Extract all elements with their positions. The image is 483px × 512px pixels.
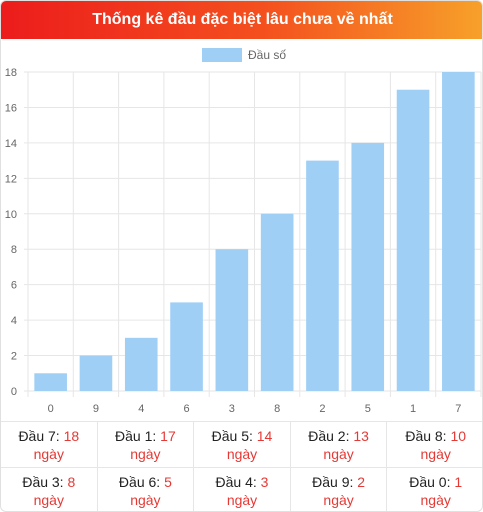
y-tick-label: 18	[5, 67, 17, 79]
x-tick-label: 2	[319, 403, 325, 415]
y-tick-label: 4	[11, 315, 17, 327]
stat-label: Đầu 5:	[211, 427, 253, 444]
stat-label: Đầu 3:	[22, 473, 64, 490]
x-tick-label: 8	[274, 403, 280, 415]
stat-unit: ngày	[130, 491, 161, 508]
legend-label: Đầu số	[248, 48, 286, 62]
stat-count: 14	[256, 427, 273, 444]
stat-count: 10	[450, 427, 467, 444]
y-tick-label: 6	[11, 280, 17, 292]
stat-label: Đầu 9:	[312, 473, 354, 490]
stat-unit: ngày	[130, 445, 161, 462]
stat-label: Đầu 6:	[118, 473, 161, 490]
stats-grid: Đầu 7: 18 ngày Đầu 1: 17 ngày Đầu 5: 14 …	[1, 421, 482, 511]
x-tick-label: 9	[93, 403, 99, 415]
y-tick-label: 0	[11, 386, 17, 398]
chart-header: Thống kê đầu đặc biệt lâu chưa về nhất	[1, 1, 482, 39]
y-tick-label: 14	[5, 138, 17, 150]
stat-label: Đầu 4:	[215, 473, 257, 490]
stat-count: 3	[260, 473, 269, 490]
stat-label: Đầu 0:	[409, 473, 451, 490]
y-tick-label: 10	[5, 209, 17, 221]
y-tick-label: 16	[5, 102, 17, 114]
legend-swatch	[202, 48, 242, 62]
bar	[215, 249, 249, 391]
bar	[170, 302, 203, 391]
stat-unit: ngày	[323, 491, 354, 508]
stat-cell: Đầu 0: 1 ngày	[387, 467, 482, 511]
bar	[306, 160, 339, 391]
stat-cell: Đầu 1: 17 ngày	[97, 421, 195, 467]
bar-chart: 0 2 4 6 8 10 12 14 16 18 0 9 4 6 3 8 2 5 1 7 Đầu số	[5, 48, 482, 415]
bar	[396, 89, 430, 391]
stat-cell: Đầu 8: 10 ngày	[387, 421, 482, 467]
y-tick-label: 2	[11, 351, 17, 363]
stat-label: Đầu 7:	[18, 427, 60, 444]
stat-cell: Đầu 5: 14 ngày	[194, 421, 291, 467]
bar	[79, 355, 113, 391]
y-tick-label: 12	[5, 173, 17, 185]
bar	[442, 72, 475, 391]
bar	[124, 337, 158, 391]
stat-count: 2	[357, 473, 366, 490]
stat-cell: Đầu 3: 8 ngày	[1, 467, 98, 511]
bar	[351, 142, 385, 391]
y-tick-label: 8	[11, 244, 17, 256]
stat-unit: ngày	[33, 445, 64, 462]
stat-unit: ngày	[226, 445, 258, 462]
stat-count: 1	[454, 473, 463, 490]
stat-unit: ngày	[323, 445, 354, 462]
x-tick-label: 3	[229, 403, 235, 415]
x-tick-label: 6	[183, 403, 189, 415]
stat-count: 18	[63, 427, 80, 444]
stat-label: Đầu 1:	[115, 427, 157, 444]
stat-cell: Đầu 2: 13 ngày	[290, 421, 388, 467]
x-tick-label: 5	[365, 403, 371, 415]
x-tick-label: 4	[138, 403, 144, 415]
bar	[260, 213, 294, 391]
stat-count: 5	[164, 473, 172, 490]
stat-label: Đầu 8:	[405, 427, 447, 444]
stat-unit: ngày	[420, 445, 451, 462]
stat-cell: Đầu 6: 5 ngày	[97, 467, 195, 511]
stat-cell: Đầu 9: 2 ngày	[290, 467, 388, 511]
bar	[34, 373, 67, 391]
x-tick-label: 0	[48, 403, 54, 415]
stat-count: 17	[160, 427, 176, 444]
stat-cell: Đầu 4: 3 ngày	[194, 467, 291, 511]
stat-count: 8	[67, 473, 76, 490]
stat-cell: Đầu 7: 18 ngày	[1, 421, 98, 467]
stat-unit: ngày	[420, 491, 451, 508]
page-title: Thống kê đầu đặc biệt lâu chưa về nhất	[92, 11, 393, 28]
stat-unit: ngày	[33, 491, 64, 508]
stat-unit: ngày	[226, 491, 258, 508]
stat-count: 13	[353, 427, 369, 444]
x-tick-label: 7	[455, 403, 461, 415]
x-tick-label: 1	[410, 403, 416, 415]
stat-label: Đầu 2:	[308, 427, 350, 444]
